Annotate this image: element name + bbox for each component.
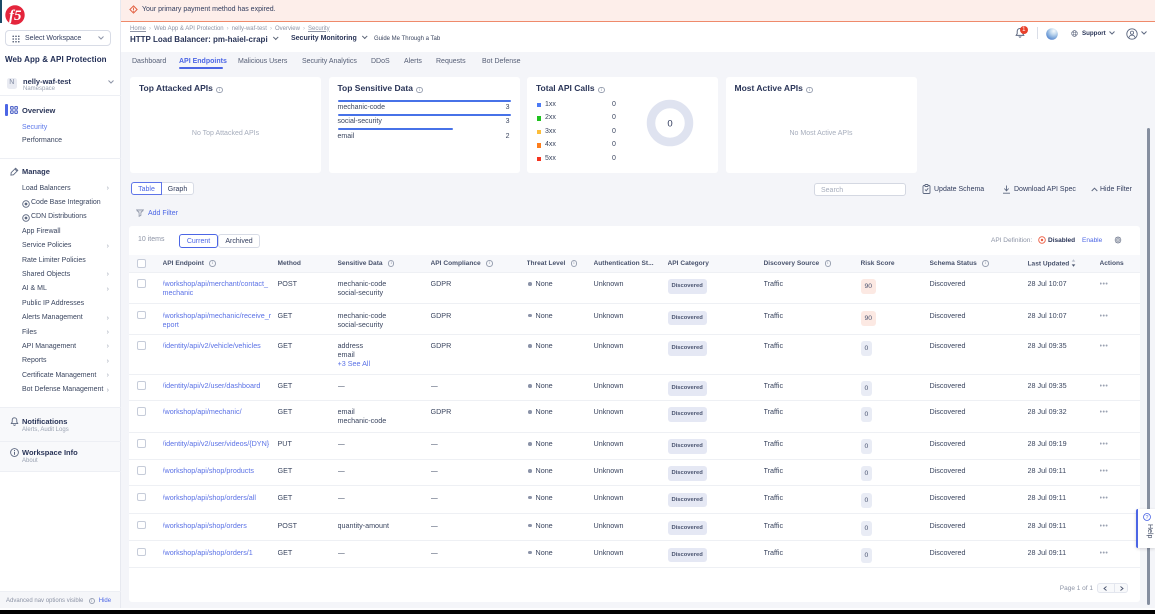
svg-text:f5: f5 bbox=[9, 8, 22, 24]
svg-text:?: ? bbox=[1145, 515, 1148, 521]
svg-text:0: 0 bbox=[667, 119, 672, 130]
